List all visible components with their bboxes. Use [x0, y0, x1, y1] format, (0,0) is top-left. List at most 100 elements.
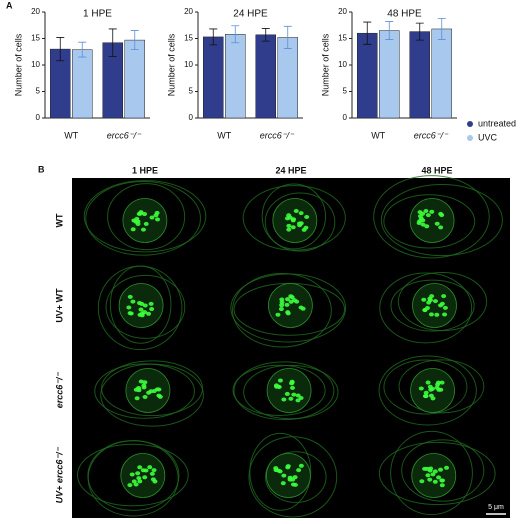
nucleus-spot — [295, 393, 301, 398]
x-tick-label: ercc6⁻/⁻ — [107, 130, 142, 140]
nucleus-spot — [279, 297, 285, 302]
nucleus-spot — [439, 380, 445, 385]
y-tick-label: 15 — [31, 34, 40, 43]
chart-title: 24 HPE — [233, 9, 268, 20]
nucleus-spot — [143, 468, 149, 473]
nucleus-spot — [140, 227, 146, 232]
cell-outline — [265, 451, 327, 503]
bar — [72, 49, 93, 119]
nucleus-spot — [138, 307, 144, 312]
y-axis-label: Number of cells — [13, 33, 23, 96]
nucleus-spot — [429, 386, 435, 391]
error-bar — [78, 41, 87, 58]
nucleus-spot — [422, 307, 428, 312]
nucleus-spot — [438, 211, 444, 216]
nucleus-spot — [422, 394, 428, 399]
cell-outline — [380, 183, 503, 257]
nucleus-spot — [277, 378, 283, 383]
legend-marker — [467, 121, 473, 127]
nucleus-spot — [438, 467, 444, 472]
nucleus-spot — [154, 387, 160, 392]
row-label: WT — [54, 213, 64, 227]
y-tick-label: 0 — [189, 113, 194, 122]
error-bar — [108, 28, 117, 57]
nucleus — [268, 283, 313, 328]
nucleus-spot — [126, 305, 132, 310]
nucleus-spot — [418, 216, 424, 221]
nucleus-spot — [426, 300, 432, 305]
nucleus — [122, 198, 168, 243]
nucleus-spot — [434, 312, 440, 317]
nucleus-spot — [425, 213, 431, 218]
nucleus-spot — [285, 311, 291, 316]
nucleus-spot — [281, 397, 287, 402]
nucleus-spot — [273, 466, 279, 471]
cell-outline — [87, 440, 179, 517]
nucleus-spot — [439, 478, 445, 483]
nucleus-spot — [419, 479, 425, 484]
nucleus-spot — [441, 294, 447, 299]
y-tick-label: 15 — [338, 34, 347, 43]
cell-outline — [85, 181, 201, 256]
panel-label: B — [38, 164, 45, 174]
nucleus-spot — [155, 217, 161, 222]
x-tick-label: ercc6⁻/⁻ — [414, 130, 449, 140]
nucleus-spot — [149, 471, 155, 476]
y-tick-label: 20 — [31, 7, 40, 16]
nucleus-spot — [428, 312, 434, 317]
nucleus-spot — [136, 476, 142, 481]
nucleus-spot — [151, 468, 157, 473]
nucleus-spot — [439, 301, 445, 306]
nucleus-spot — [432, 469, 438, 474]
nucleus-spot — [130, 299, 136, 304]
nucleus-spot — [157, 394, 163, 399]
cell-outline — [76, 443, 189, 507]
nucleus-spot — [135, 219, 141, 224]
nucleus-spot — [149, 307, 155, 312]
x-tick-label: WT — [371, 130, 385, 140]
nucleus-spot — [285, 464, 291, 469]
cell-outline — [378, 441, 496, 506]
y-tick-label: 15 — [184, 34, 193, 43]
nucleus-spot — [137, 479, 143, 484]
cell-outline — [232, 364, 326, 416]
cell-outline — [378, 355, 477, 426]
nucleus-spot — [438, 225, 444, 230]
cell-outline — [390, 279, 475, 332]
cell-outline — [379, 272, 473, 344]
nucleus-spot — [420, 222, 426, 227]
nucleus-spot — [148, 301, 154, 306]
nucleus-spot — [423, 208, 429, 213]
nucleus-spot — [430, 472, 436, 477]
nucleus-spot — [146, 311, 152, 316]
nucleus-spot — [284, 216, 290, 221]
nucleus-spot — [436, 387, 442, 392]
nucleus — [266, 453, 311, 498]
y-tick-label: 20 — [338, 7, 347, 16]
cell-outline — [233, 361, 335, 421]
error-bar — [231, 25, 240, 44]
row-label: UV+ WT — [54, 288, 64, 323]
nucleus-spot — [304, 214, 310, 219]
x-tick-label: ercc6⁻/⁻ — [260, 130, 295, 140]
error-bar — [363, 21, 372, 45]
nucleus-spot — [422, 466, 428, 471]
nucleus-spot — [127, 294, 133, 299]
y-tick-label: 10 — [31, 60, 40, 69]
nucleus-spot — [153, 213, 159, 218]
nucleus-spot — [292, 482, 298, 487]
nucleus-spot — [434, 221, 440, 226]
legend-label: UVC — [478, 132, 498, 142]
nucleus-spot — [303, 225, 309, 230]
bar — [277, 37, 298, 119]
nucleus-spot — [278, 307, 284, 312]
column-header: 48 HPE — [421, 165, 452, 175]
x-tick-label: WT — [217, 130, 231, 140]
nucleus-spot — [130, 227, 136, 232]
nucleus-spot — [281, 473, 287, 478]
nucleus-spot — [150, 477, 156, 482]
panel-label: A — [6, 0, 13, 10]
nucleus — [120, 453, 166, 498]
cell-outline — [83, 180, 207, 253]
cell-outline — [97, 265, 183, 351]
